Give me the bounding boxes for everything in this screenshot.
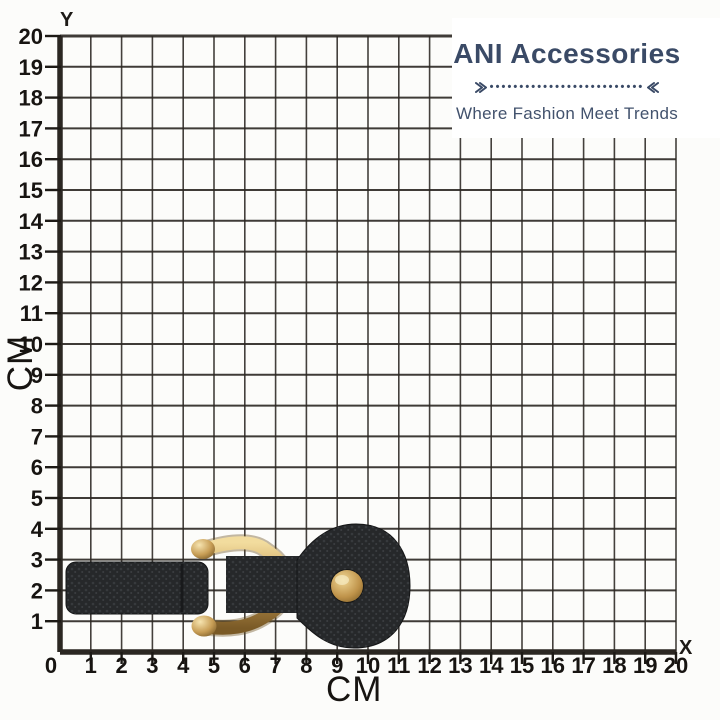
y-tick-label: 15 xyxy=(19,178,43,203)
y-tick-label: 18 xyxy=(19,86,43,111)
y-tick-label: 14 xyxy=(19,209,44,234)
y-tick-label: 13 xyxy=(19,240,43,265)
x-tick-label: 19 xyxy=(633,653,657,678)
x-tick-label: 11 xyxy=(387,653,410,678)
x-tick-label: 16 xyxy=(541,653,565,678)
y-tick-label: 20 xyxy=(19,24,43,49)
divider-arrow-left-icon xyxy=(474,82,487,93)
y-axis-letter: Y xyxy=(60,9,74,31)
y-tick-label: 19 xyxy=(19,55,43,80)
x-tick-label: 2 xyxy=(115,653,127,678)
x-tick-label: 15 xyxy=(510,653,534,678)
x-tick-label: 5 xyxy=(208,653,220,678)
x-tick-label: 6 xyxy=(239,653,251,678)
x-tick-label: 9 xyxy=(331,653,343,678)
y-tick-label: 2 xyxy=(31,578,43,603)
x-tick-label: 17 xyxy=(571,653,595,678)
x-axis-letter: X xyxy=(679,637,693,659)
divider-arrow-right-icon xyxy=(647,82,660,93)
x-tick-label: 4 xyxy=(177,653,190,678)
x-axis-unit-label: CM xyxy=(326,670,383,709)
y-tick-label: 4 xyxy=(31,517,44,542)
y-tick-label: 12 xyxy=(19,270,43,295)
y-tick-label: 7 xyxy=(31,424,43,449)
axis-ticks xyxy=(45,34,678,664)
y-tick-label: 16 xyxy=(19,147,43,172)
x-tick-label: 1 xyxy=(85,653,97,678)
x-tick-label: 3 xyxy=(146,653,158,678)
x-tick-label: 10 xyxy=(356,653,380,678)
y-tick-label: 1 xyxy=(31,609,43,634)
x-tick-label: 18 xyxy=(602,653,626,678)
y-tick-label: 17 xyxy=(19,116,43,141)
y-tick-label: 6 xyxy=(31,455,43,480)
x-tick-label: 14 xyxy=(479,653,504,678)
shackle-ball-bottom xyxy=(191,615,217,637)
brand-divider: •••••••••••••••••••••••••• xyxy=(474,81,660,94)
brand-box: ANI Accessories ••••••••••••••••••••••••… xyxy=(452,18,720,138)
y-tick-label: 11 xyxy=(20,301,43,326)
y-tick-label: 8 xyxy=(31,394,43,419)
x-tick-label: 7 xyxy=(269,653,281,678)
x-tick-label: 12 xyxy=(417,653,441,678)
brand-name: ANI Accessories xyxy=(453,38,681,69)
y-tick-label: 5 xyxy=(31,486,43,511)
x-tick-label: 0 xyxy=(45,653,57,678)
x-tick-label: 13 xyxy=(448,653,472,678)
y-tick-label: 9 xyxy=(31,363,43,388)
gold-stud xyxy=(330,569,364,603)
y-tick-label: 10 xyxy=(19,332,43,357)
y-axis-unit-label: CM xyxy=(0,334,40,392)
product-photo-keychain xyxy=(65,523,411,649)
divider-dots: •••••••••••••••••••••••••• xyxy=(489,81,645,93)
leather-strap-left xyxy=(65,561,209,615)
shackle-ball-top xyxy=(191,539,215,559)
x-tick-label: 8 xyxy=(300,653,312,678)
brand-tagline: Where Fashion Meet Trends xyxy=(456,104,678,123)
x-tick-label: 20 xyxy=(664,653,688,678)
y-tick-label: 3 xyxy=(31,548,43,573)
